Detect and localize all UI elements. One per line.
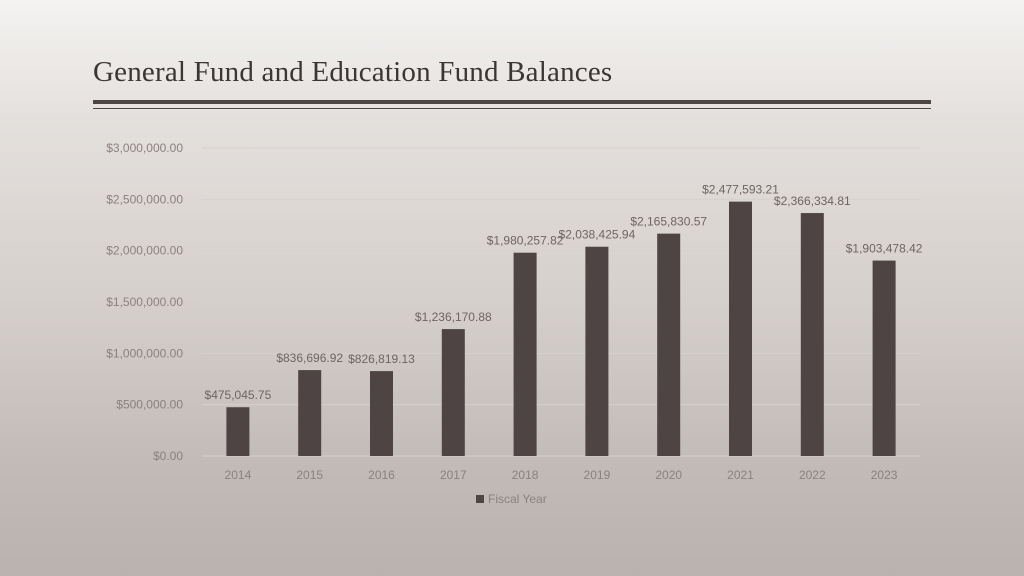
data-label: $2,165,830.57 <box>630 215 707 229</box>
y-tick-label: $1,500,000.00 <box>106 295 183 309</box>
x-tick-label: 2014 <box>225 468 252 482</box>
data-label: $836,696.92 <box>276 351 343 365</box>
y-tick-label: $2,000,000.00 <box>106 244 183 258</box>
data-label: $2,038,425.94 <box>559 228 636 242</box>
chart-legend: Fiscal Year <box>476 492 547 506</box>
bar <box>298 370 322 456</box>
x-tick-label: 2022 <box>799 468 826 482</box>
data-label: $2,366,334.81 <box>774 194 851 208</box>
slide-title: General Fund and Education Fund Balances <box>93 56 613 88</box>
data-label: $826,819.13 <box>348 352 415 366</box>
x-tick-label: 2018 <box>512 468 539 482</box>
bar <box>226 407 250 456</box>
data-label: $1,980,257.82 <box>487 234 564 248</box>
bar <box>800 213 824 456</box>
x-tick-label: 2020 <box>655 468 682 482</box>
x-tick-label: 2023 <box>871 468 898 482</box>
x-tick-label: 2016 <box>368 468 395 482</box>
y-tick-label: $0.00 <box>153 449 183 463</box>
legend-swatch <box>476 495 484 503</box>
x-tick-label: 2021 <box>727 468 754 482</box>
bar <box>441 329 465 456</box>
bar <box>370 371 393 456</box>
title-rule-thick <box>93 100 931 104</box>
data-label: $1,903,478.42 <box>846 242 923 256</box>
y-tick-label: $2,500,000.00 <box>106 192 183 206</box>
title-rule-thin <box>93 108 931 109</box>
data-label: $475,045.75 <box>205 388 272 402</box>
data-label: $2,477,593.21 <box>702 183 779 197</box>
y-tick-label: $1,000,000.00 <box>106 346 183 360</box>
y-tick-label: $3,000,000.00 <box>106 141 183 155</box>
x-tick-label: 2017 <box>440 468 467 482</box>
bar <box>872 260 896 456</box>
bar <box>729 201 752 456</box>
bar <box>657 233 681 456</box>
x-tick-label: 2015 <box>296 468 323 482</box>
y-tick-label: $500,000.00 <box>116 398 183 412</box>
data-label: $1,236,170.88 <box>415 310 492 324</box>
bar <box>585 246 609 456</box>
bar <box>513 252 537 456</box>
x-tick-label: 2019 <box>584 468 611 482</box>
legend-label: Fiscal Year <box>488 492 547 506</box>
